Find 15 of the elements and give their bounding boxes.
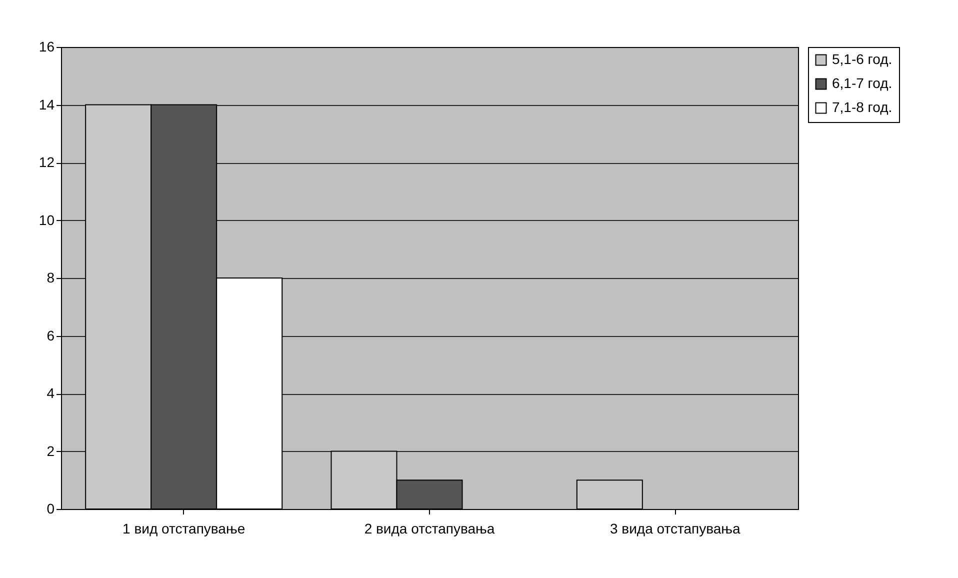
y-tick-label: 8 bbox=[46, 270, 55, 286]
x-tick-label: 3 вида отстапувања bbox=[610, 520, 741, 536]
legend-label: 7,1-8 год. bbox=[832, 99, 892, 115]
y-tick-label: 4 bbox=[46, 385, 55, 401]
y-tick-label: 14 bbox=[38, 96, 55, 112]
y-tick-label: 0 bbox=[46, 500, 55, 516]
legend-label: 6,1-7 год. bbox=[832, 75, 892, 91]
y-tick-label: 16 bbox=[38, 38, 55, 54]
legend-label: 5,1-6 год. bbox=[832, 51, 892, 67]
x-tick-label: 1 вид отстапување bbox=[122, 520, 246, 536]
y-tick-label: 2 bbox=[46, 442, 55, 459]
y-tick-label: 10 bbox=[38, 212, 55, 228]
x-tick-label: 2 вида отстапувања bbox=[364, 520, 495, 536]
y-tick-label: 12 bbox=[38, 154, 55, 170]
y-tick-label: 6 bbox=[46, 327, 55, 344]
